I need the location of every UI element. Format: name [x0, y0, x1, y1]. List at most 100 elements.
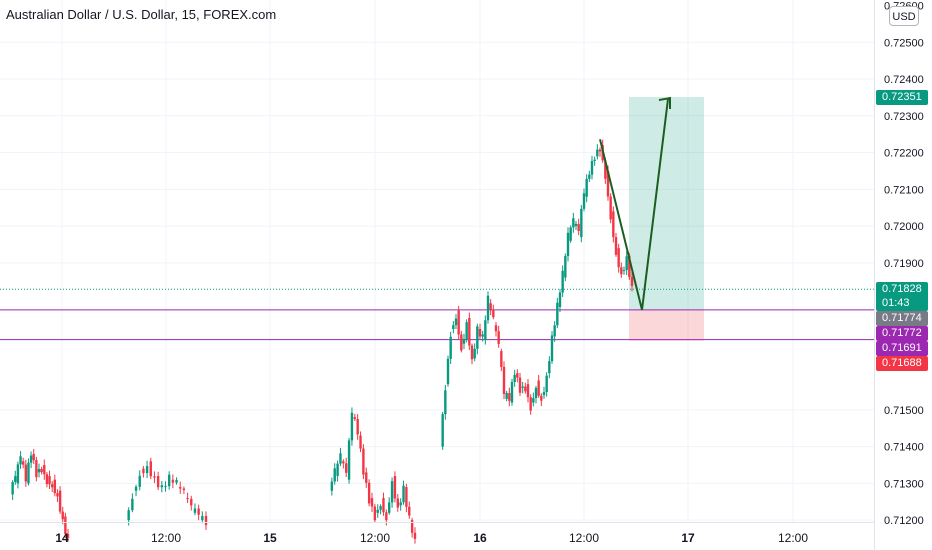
candle	[19, 451, 22, 469]
candle	[484, 315, 487, 345]
candle-body	[342, 461, 345, 464]
candle	[342, 459, 345, 469]
candle-body	[457, 310, 460, 335]
candle-body	[532, 398, 535, 403]
candle-body	[566, 232, 570, 257]
candle-body	[545, 375, 548, 393]
candle	[37, 463, 41, 478]
candle	[61, 506, 64, 525]
candle-body	[582, 193, 586, 209]
candle	[524, 382, 527, 394]
candle	[612, 206, 615, 243]
candle	[470, 343, 474, 365]
candle	[505, 390, 508, 402]
candle	[405, 483, 408, 513]
candle-body	[481, 334, 484, 337]
candle-body	[186, 498, 189, 500]
price-tick-label: 0.71500	[884, 405, 924, 417]
candle-body	[56, 493, 59, 497]
candle	[167, 471, 171, 490]
candle	[171, 474, 175, 489]
candle-body	[542, 392, 546, 396]
candle-body	[131, 498, 134, 511]
candle-body	[521, 386, 524, 388]
candle-body	[399, 502, 402, 506]
candle	[502, 361, 506, 400]
candle	[408, 501, 411, 519]
candle-body	[585, 178, 588, 197]
candle	[588, 170, 591, 182]
candle	[365, 467, 368, 488]
candle-body	[508, 393, 511, 401]
candle	[590, 155, 594, 180]
candle	[558, 289, 562, 312]
candle-body	[48, 476, 51, 485]
candle-body	[473, 348, 476, 359]
candle-body	[612, 211, 615, 238]
candle	[396, 494, 399, 512]
candle	[156, 471, 160, 491]
candle-body	[617, 248, 620, 268]
candle	[537, 374, 540, 398]
price-tag: 0.71772	[876, 325, 928, 341]
candle-body	[558, 292, 562, 307]
time-axis[interactable]: 14 12:00 15 12:00 16 12:00 17 12:00	[0, 522, 874, 546]
candle-body	[628, 255, 631, 278]
candles	[11, 139, 634, 544]
candle-body	[204, 516, 208, 526]
candle-body	[156, 476, 160, 488]
candle	[40, 466, 43, 475]
candle-body	[171, 479, 175, 483]
candle-body	[553, 325, 556, 337]
candle-body	[167, 474, 171, 487]
candle-body	[333, 468, 336, 482]
position-tool[interactable]	[0, 97, 874, 341]
candle	[66, 528, 70, 542]
candle-body	[359, 435, 362, 449]
drawings[interactable]	[599, 96, 671, 311]
candle	[336, 460, 339, 482]
price-tag: 0.71691	[876, 340, 928, 356]
candle-body	[14, 476, 17, 483]
candle-body	[574, 223, 578, 227]
candle	[14, 470, 17, 485]
candle-body	[385, 512, 388, 521]
candle	[489, 299, 492, 316]
price-axis[interactable]: 0.72500 0.72400 0.72300 0.72200 0.72100 0.720…	[874, 0, 924, 550]
loss-zone	[629, 309, 704, 341]
candle	[153, 471, 156, 484]
candle	[35, 456, 38, 482]
candle	[508, 387, 511, 407]
candle-body	[580, 208, 583, 238]
candle-body	[138, 475, 141, 487]
candle	[373, 503, 377, 524]
candle	[50, 481, 54, 493]
candle-body	[489, 303, 492, 310]
candle	[457, 305, 460, 340]
candle	[56, 489, 59, 502]
candle-body	[630, 277, 634, 286]
candle	[582, 188, 586, 212]
currency-button[interactable]: USD	[889, 6, 919, 26]
candle-body	[24, 464, 28, 482]
candle	[526, 378, 530, 403]
candle	[175, 477, 178, 485]
candle	[609, 193, 612, 224]
candle	[556, 297, 559, 329]
candle	[564, 253, 567, 282]
candle	[186, 492, 189, 504]
candle-body	[622, 270, 626, 272]
candle-body	[460, 334, 463, 351]
candle-body	[500, 351, 503, 367]
candle-body	[175, 479, 178, 483]
candle-body	[410, 520, 414, 533]
price-tag-value: 0.71691	[882, 341, 922, 354]
candle	[11, 480, 14, 500]
candle-body	[625, 256, 628, 271]
candle	[460, 330, 463, 353]
candle	[617, 243, 620, 273]
candle-body	[373, 506, 377, 521]
candle-body	[529, 397, 532, 411]
candle-body	[513, 374, 516, 383]
